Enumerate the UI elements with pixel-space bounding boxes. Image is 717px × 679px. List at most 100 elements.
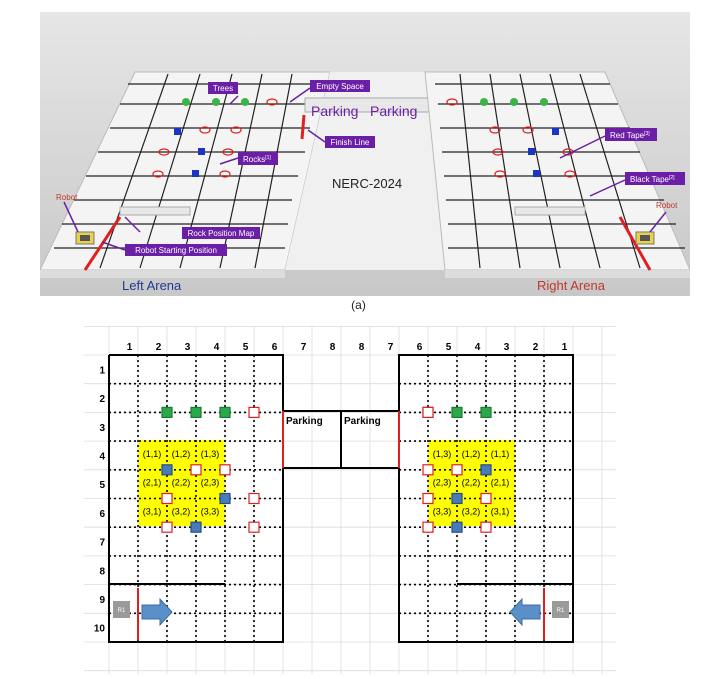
center-corridor	[285, 72, 445, 270]
rock-marker	[480, 464, 492, 476]
column-label: 6	[272, 342, 278, 353]
rock-position-labels: (1,1) (1,2) (1,3) (2,1) (2,2) (2,3) (3,1) (3,2)…	[143, 449, 510, 516]
robot-label-left: Robot	[56, 193, 78, 202]
right-rock-zone	[428, 440, 515, 526]
tree-marker	[190, 406, 202, 419]
nerc-title: NERC-2024	[332, 176, 402, 191]
row-label: 6	[99, 509, 105, 520]
red-tape-marker	[161, 521, 173, 533]
column-label: 7	[301, 342, 307, 353]
column-label: 2	[533, 342, 539, 353]
rock-position-label: (1,2)	[172, 449, 191, 459]
left-trees	[182, 98, 249, 106]
callout-finish-line-box	[325, 136, 375, 148]
empty-space-marker	[422, 406, 434, 419]
rock-position-label: (3,2)	[172, 506, 191, 516]
left-rock-zone	[138, 440, 225, 526]
row-labels: 1 2 3 4 5 6 7 8 9 10	[94, 365, 106, 634]
red-tape-marker	[219, 464, 231, 476]
tree-marker	[451, 406, 463, 419]
rock-position-label: (3,1)	[491, 506, 510, 516]
arena-render: Empty Space Trees Rocks[1] Finish Line R…	[39, 12, 691, 296]
left-direction-arrow	[141, 597, 173, 627]
callout-rocks: Rocks[1]	[243, 155, 271, 164]
left-robot-model	[75, 231, 95, 245]
callout-rock-position-map: Rock Position Map	[188, 229, 255, 238]
tree-marker	[161, 406, 173, 419]
row-label: 5	[99, 480, 105, 491]
right-robot-model	[635, 231, 655, 245]
rock-position-label: (3,3)	[433, 506, 452, 516]
callout-black-tape-box	[625, 172, 685, 185]
row-label: 10	[94, 624, 106, 635]
callout-empty-space-box	[310, 80, 370, 92]
grid-map: Parking Parking 1 2 3 4 5 6 7 8 8 7 6 5 4 3 2 1 1 2 3 4 5 6 7…	[79, 325, 632, 674]
callout-black-tape: Black Tape[2]	[630, 175, 675, 184]
right-inner-wall	[514, 206, 586, 216]
callout-black-tape-text: Black Tape	[630, 175, 670, 184]
callout-rock-position-map-box	[182, 227, 260, 239]
left-rocks	[174, 128, 205, 177]
red-tape-marker	[248, 521, 260, 533]
finish-line-render	[300, 114, 306, 140]
callout-trees: Trees	[213, 84, 233, 93]
left-red-tape-marks	[152, 98, 278, 178]
row-label: 4	[99, 451, 105, 462]
rock-marker	[451, 492, 463, 505]
column-label: 3	[185, 342, 191, 353]
rock-position-label: (2,1)	[491, 478, 510, 488]
callout-red-tape-sup: [3]	[644, 131, 650, 137]
callout-red-tape-text: Red Tape	[610, 131, 645, 140]
column-label: 6	[417, 342, 423, 353]
callout-rocks-text: Rocks	[243, 155, 265, 164]
rock-position-label: (2,2)	[172, 478, 191, 488]
rock-position-label: (2,3)	[433, 478, 452, 488]
rock-position-label: (1,3)	[201, 449, 220, 459]
rock-position-label: (1,2)	[462, 449, 481, 459]
robot-right-grid	[552, 601, 569, 618]
column-label: 7	[388, 342, 394, 353]
tree-marker	[219, 406, 231, 419]
red-tape-marker	[248, 492, 260, 505]
rock-position-label: (3,3)	[201, 506, 220, 516]
callout-arrows	[63, 87, 667, 251]
red-lines	[137, 411, 545, 640]
callout-rocks-box	[238, 152, 278, 165]
grid-map-svg: Parking Parking 1 2 3 4 5 6 7 8 8 7 6 5 4 3 2 1 1 2 3 4 5 6 7…	[79, 325, 632, 674]
rock-marker	[451, 521, 463, 533]
red-tape-marker	[422, 521, 434, 533]
rock-position-label: (2,2)	[462, 478, 481, 488]
column-label: 1	[127, 342, 133, 353]
column-label: 5	[446, 342, 452, 353]
column-label: 4	[214, 342, 220, 353]
right-arena-label: Right Arena	[537, 278, 606, 293]
column-label: 1	[562, 342, 568, 353]
right-direction-arrow	[509, 597, 541, 627]
callout-robot-start-box	[125, 244, 227, 256]
rock-position-label: (3,1)	[143, 506, 162, 516]
column-label: 2	[156, 342, 162, 353]
robot-left-grid-label: R1	[118, 608, 126, 614]
right-start-line	[618, 216, 652, 271]
left-arena-label: Left Arena	[122, 278, 182, 293]
callout-red-tape-box	[605, 128, 657, 141]
callout-robot-start: Robot Starting Position	[135, 246, 217, 255]
callout-finish-line: Finish Line	[331, 138, 370, 147]
rock-position-label: (1,1)	[143, 449, 162, 459]
row-label: 7	[99, 538, 105, 549]
red-tape-marker	[451, 464, 463, 476]
left-inner-wall	[119, 206, 191, 216]
callout-trees-box	[208, 82, 238, 94]
rock-position-label: (2,3)	[201, 478, 220, 488]
grid-parking-right: Parking	[344, 416, 381, 427]
right-arena-edge	[445, 270, 690, 278]
row-label: 8	[99, 566, 105, 577]
red-tape-marker	[190, 464, 202, 476]
arena-walls	[108, 354, 574, 643]
rock-marker	[219, 492, 231, 505]
row-label: 2	[99, 394, 105, 405]
rock-position-label: (1,3)	[433, 449, 452, 459]
robot-label-right: Robot	[656, 201, 678, 210]
column-label: 4	[475, 342, 481, 353]
red-tape-marker	[422, 492, 434, 505]
